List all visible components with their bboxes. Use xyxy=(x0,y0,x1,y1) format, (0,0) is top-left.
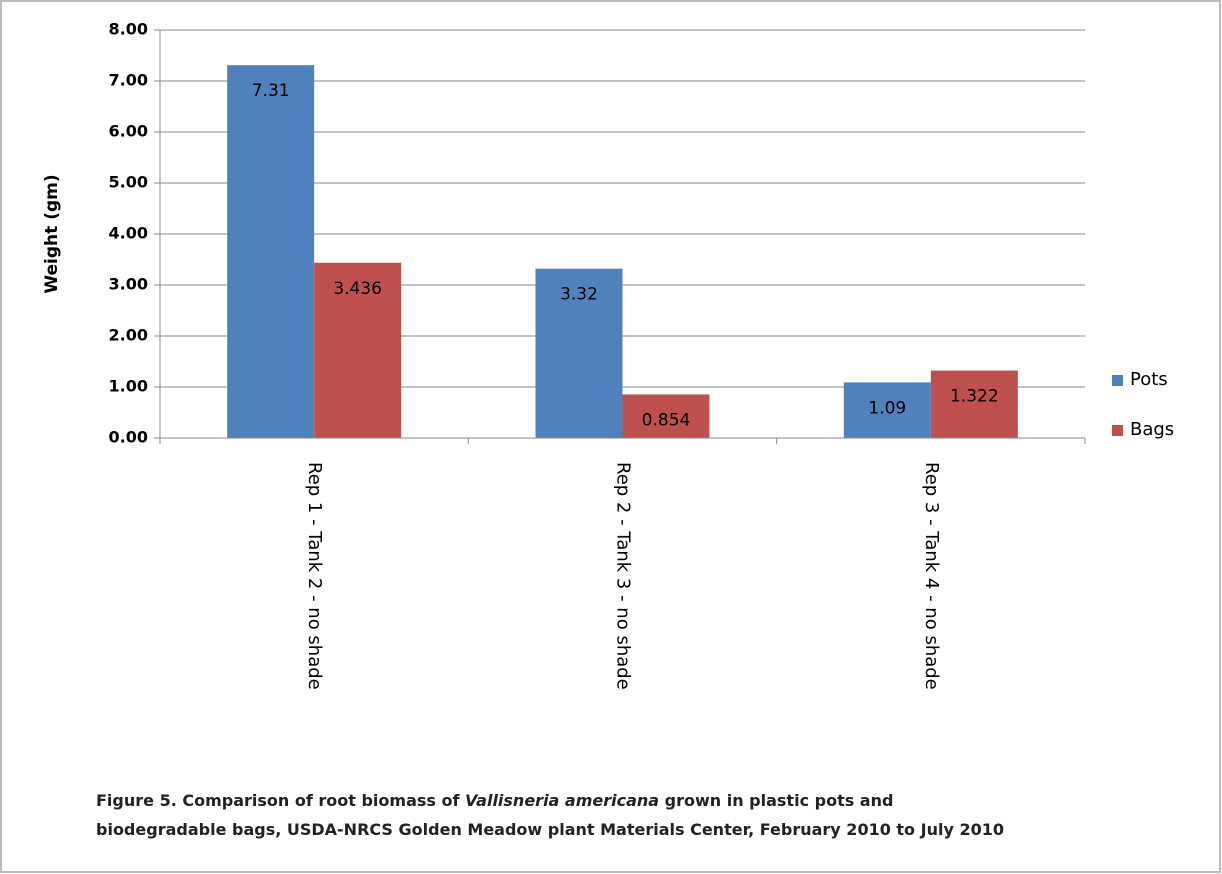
bar xyxy=(314,262,402,438)
legend-swatch xyxy=(1112,375,1123,386)
bar xyxy=(227,65,315,438)
y-tick-label: 5.00 xyxy=(109,173,148,192)
caption-text: Figure 5. Comparison of root biomass of xyxy=(96,791,466,810)
legend-label: Pots xyxy=(1130,369,1168,390)
bar xyxy=(535,268,623,438)
data-label: 1.322 xyxy=(950,387,999,407)
bar xyxy=(843,382,931,438)
x-tick-label: Rep 3 - Tank 4 - no shade xyxy=(921,462,942,690)
data-label: 1.09 xyxy=(868,398,906,418)
caption-species: Vallisneria americana xyxy=(465,791,660,810)
y-tick-label: 2.00 xyxy=(109,326,148,345)
data-label: 0.854 xyxy=(642,410,691,430)
y-tick-label: 7.00 xyxy=(109,71,148,90)
data-label: 7.31 xyxy=(252,81,290,101)
y-tick-label: 4.00 xyxy=(109,224,148,243)
data-label: 3.436 xyxy=(333,279,382,299)
y-tick-label: 0.00 xyxy=(109,428,148,447)
legend-swatch xyxy=(1112,425,1123,436)
y-tick-label: 8.00 xyxy=(109,20,148,39)
y-tick-label: 1.00 xyxy=(109,377,148,396)
bar xyxy=(622,394,710,438)
x-tick-label: Rep 1 - Tank 2 - no shade xyxy=(304,462,325,690)
data-label: 3.32 xyxy=(560,285,598,305)
y-tick-label: 3.00 xyxy=(109,275,148,294)
bar xyxy=(930,370,1018,438)
caption: Figure 5. Comparison of root biomass of … xyxy=(96,786,1016,844)
y-axis-label: Weight (gm) xyxy=(42,174,62,293)
y-tick-label: 6.00 xyxy=(109,122,148,141)
legend-label: Bags xyxy=(1130,419,1174,440)
caption-text: grown in plastic pots and biodegradable … xyxy=(96,791,1004,839)
x-tick-label: Rep 2 - Tank 3 - no shade xyxy=(613,462,634,690)
